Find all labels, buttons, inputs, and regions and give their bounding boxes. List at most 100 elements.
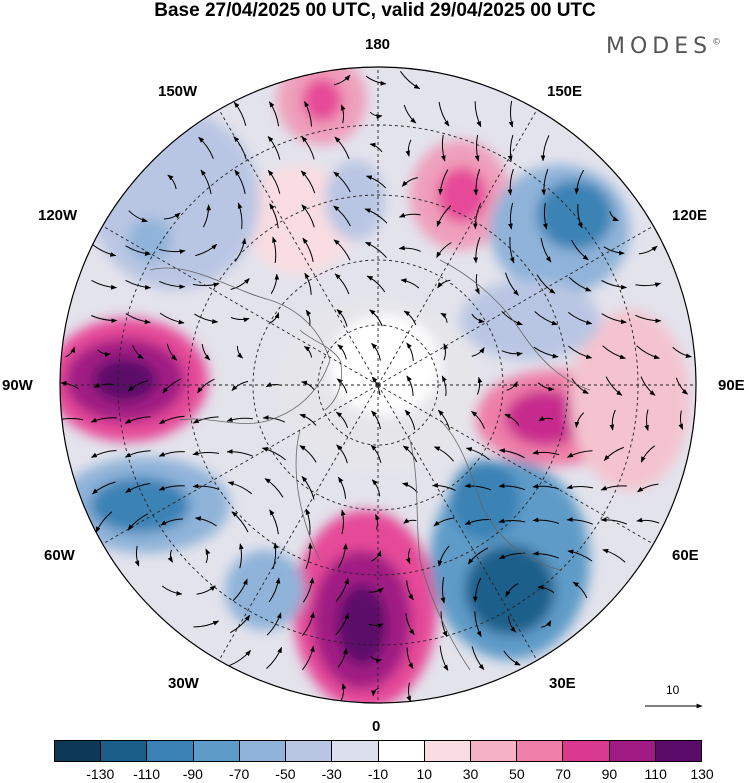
wind-vector [270,273,280,294]
wind-vector [159,280,186,290]
map-title: Base 27/04/2025 00 UTC, valid 29/04/2025… [154,0,596,21]
wind-vector [233,136,247,160]
wind-vector [333,171,351,193]
wind-vector [401,177,418,187]
wind-vector [335,612,349,636]
colorbar-cell [424,741,471,761]
wind-vector [405,548,411,565]
wind-vector [471,347,485,357]
wind-vector [366,275,386,293]
wind-vector [405,613,415,636]
wind-vector [192,483,220,490]
wind-vector [567,312,593,325]
wind-vector [440,576,446,604]
colorbar-tick-label: 30 [462,766,479,782]
wind-vector [336,444,348,464]
wind-vector [508,202,514,230]
colorbar-cell [332,741,379,761]
colorbar-tick-label: 110 [644,766,667,782]
wind-vector [542,202,548,230]
wind-vector [601,280,628,290]
wind-vector [226,417,253,422]
colorbar-cell [563,741,610,761]
wind-vector [438,101,450,127]
wind-vector [566,517,593,525]
wind-vector [603,246,625,256]
wind-vector [302,611,315,637]
wind-vector [202,204,212,228]
wind-vector [540,135,550,162]
wind-vector [268,101,280,127]
wind-vector [365,175,386,189]
wind-vector [364,208,388,224]
wind-vector [60,416,84,422]
wind-vector [132,345,144,359]
wind-vector [333,205,351,227]
wind-vector [198,136,214,159]
wind-vector [301,380,315,391]
wind-vector [158,451,185,457]
wind-vector [65,346,76,358]
wind-vector [371,479,381,497]
wind-vector [365,75,387,86]
map-border [59,66,697,704]
wind-vector [195,243,218,257]
wind-vector [405,139,412,157]
colorbar-tick-label: 50 [509,766,525,782]
brand-text: MODES [606,34,713,59]
wind-vector [532,450,560,456]
wind-vector [398,212,421,218]
wind-vector [472,203,482,230]
wind-vector [197,378,215,394]
wind-vector [473,168,481,196]
lon-label-90w: 90W [2,377,33,394]
wind-vector [194,516,217,527]
wind-vector [158,415,185,425]
wind-vector [161,585,183,596]
wind-vector [302,577,315,603]
lon-label-120e: 120E [672,207,708,224]
colorbar-cell [378,741,425,761]
wind-vector [433,517,455,527]
wind-vector [464,483,492,491]
wind-vector [568,276,592,292]
wind-vector [473,237,481,264]
wind-vector [266,612,282,636]
wind-vector [196,585,216,595]
colorbar-tick-label: -130 [86,766,115,782]
wind-vector [540,237,552,263]
wind-vector [406,375,414,397]
wind-vector [301,204,315,228]
lon-label-150w: 150W [158,83,198,100]
wind-vector [233,101,247,126]
wind-vector [91,279,118,290]
wind-vector [472,577,482,603]
wind-vector [640,445,655,463]
lon-label-30w: 30W [168,675,199,692]
colorbar-cell [147,741,194,761]
wind-vector [158,248,186,254]
wind-vector [403,310,417,326]
wind-vector [125,245,151,257]
wind-vector [505,272,519,296]
wind-vector [498,483,526,491]
copyright-mark: © [712,37,722,48]
wind-vector [471,313,485,324]
wind-vector [507,168,514,196]
wind-vector [640,376,656,396]
wind-vector [159,312,185,325]
wind-vector [399,71,421,90]
wind-vector [369,111,383,120]
wind-vector [272,542,279,570]
wind-vector [568,345,593,359]
wind-vector [467,547,489,565]
colorbar [54,740,702,762]
wind-vector [567,549,593,562]
wind-vector [474,101,482,128]
wind-vector [403,104,417,124]
wind-vector [334,273,350,295]
wind-vector [201,344,211,361]
wind-vector [90,450,117,458]
wind-vector [192,416,219,424]
meridian-line [377,109,538,386]
